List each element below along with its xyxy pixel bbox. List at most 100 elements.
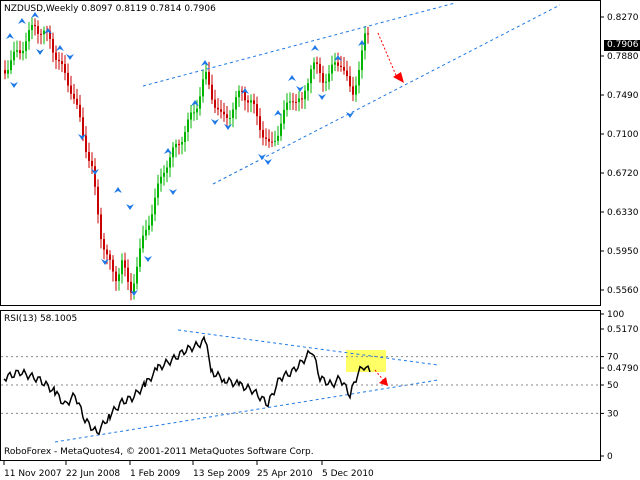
rsi-tick-label: 100 <box>607 310 624 320</box>
candle-body <box>334 62 336 65</box>
candle-body <box>100 214 102 240</box>
candle-body <box>118 274 120 282</box>
candle-body <box>244 90 246 101</box>
fractal-arrow-icon <box>144 256 152 262</box>
candle-body <box>196 108 198 113</box>
candle-body <box>55 52 57 60</box>
candle-body <box>88 151 90 161</box>
rsi-tick-label: 50 <box>607 381 619 391</box>
fractal-arrow-icon <box>101 259 109 265</box>
time-tick-label: 25 Apr 2010 <box>257 469 313 479</box>
price-tick-label: 0.5170 <box>607 325 639 335</box>
candle-body <box>226 114 228 118</box>
candle-body <box>256 104 258 117</box>
candle-body <box>355 85 357 95</box>
candle-body <box>43 30 45 35</box>
fractal-arrow-icon <box>274 110 282 116</box>
candle-body <box>37 26 39 34</box>
candle-body <box>202 79 204 97</box>
candle-body <box>70 85 72 94</box>
fractal-arrow-icon <box>191 100 199 106</box>
price-tick-label: 0.4790 <box>607 364 639 374</box>
rsi-highlight-box <box>346 350 386 372</box>
fractal-arrow-icon <box>36 49 44 55</box>
candle-body <box>220 109 222 112</box>
candle-body <box>139 248 141 267</box>
candle-body <box>283 109 285 124</box>
candle-body <box>181 141 183 145</box>
candle-body <box>136 266 138 284</box>
candle-body <box>175 143 177 148</box>
channel-lower-line <box>212 4 561 185</box>
candle-body <box>169 157 171 168</box>
candle-body <box>340 65 342 67</box>
time-tick-label: 11 Nov 2007 <box>4 469 62 479</box>
rsi-forecast-arrow-head <box>379 377 388 386</box>
candle-body <box>106 249 108 255</box>
fractal-arrow-icon <box>311 45 319 51</box>
candle-body <box>265 137 267 139</box>
candle-body <box>352 86 354 95</box>
candle-body <box>325 81 327 83</box>
candle-body <box>211 84 213 100</box>
candle-body <box>268 138 270 142</box>
candle-body <box>184 132 186 142</box>
candle-body <box>292 101 294 103</box>
candle-body <box>190 112 192 120</box>
candle-body <box>52 38 54 53</box>
candle-body <box>286 102 288 110</box>
candle-body <box>349 76 351 87</box>
candle-body <box>142 235 144 249</box>
fractal-arrow-icon <box>18 18 26 24</box>
candle-body <box>250 100 252 103</box>
candle-body <box>31 24 33 31</box>
candle-body <box>172 147 174 158</box>
candle-body <box>295 101 297 103</box>
candle-body <box>358 70 360 86</box>
fractal-arrow-icon <box>258 154 266 160</box>
candle-body <box>112 259 114 272</box>
candle-body <box>277 135 279 141</box>
fractal-arrow-icon <box>130 290 138 296</box>
rsi-tick-label: 0 <box>607 452 613 462</box>
candle-body <box>34 24 36 27</box>
price-tick-label: 0.6720 <box>607 169 639 179</box>
fractal-arrow-icon <box>211 119 219 125</box>
fractal-arrow-icon <box>56 45 64 51</box>
fractal-arrow-icon <box>201 60 209 66</box>
candle-body <box>253 100 255 105</box>
candle-body <box>289 101 291 103</box>
rsi-axis: 100 70 50 30 0 <box>600 310 624 462</box>
candle-body <box>148 225 150 230</box>
candle-body <box>73 93 75 99</box>
candle-body <box>241 90 243 92</box>
candle-body <box>178 143 180 145</box>
fractal-arrow-icon <box>334 55 342 61</box>
candle-body <box>235 97 237 110</box>
candle-body <box>133 283 135 293</box>
fractal-arrow-icon <box>66 54 74 60</box>
candle-body <box>262 129 264 138</box>
price-tick-label: 0.6330 <box>607 208 639 218</box>
candle-body <box>214 99 216 108</box>
fractal-arrow-icon <box>264 159 272 165</box>
fractal-arrow-icon <box>224 124 232 130</box>
candle-body <box>298 98 300 103</box>
candle-body <box>364 33 366 51</box>
candle-body <box>280 123 282 136</box>
candle-body <box>319 64 321 74</box>
rsi-line <box>3 335 371 436</box>
price-tick-label: 0.7100 <box>607 130 639 140</box>
candle-body <box>343 66 345 71</box>
candle-body <box>205 71 207 80</box>
fractal-arrow-icon <box>91 169 99 175</box>
fractal-arrows <box>6 12 366 296</box>
fractal-arrow-icon <box>126 204 134 210</box>
candle-body <box>208 71 210 85</box>
candle-body <box>271 141 273 143</box>
candle-body <box>331 64 333 74</box>
price-axis: 0.8270 0.7880 0.7490 0.7100 0.6720 0.6330 0.59… <box>600 13 639 374</box>
candle-body <box>61 61 63 65</box>
fractal-arrow-icon <box>241 88 249 94</box>
